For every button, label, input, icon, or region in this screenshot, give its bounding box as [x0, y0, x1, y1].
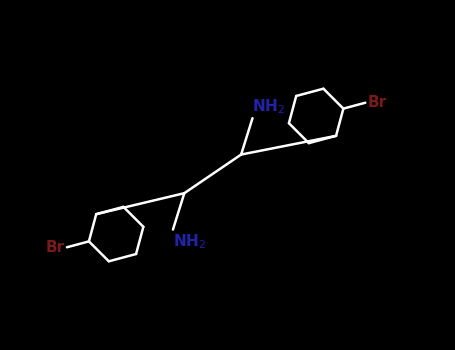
- Text: Br: Br: [368, 95, 387, 110]
- Text: Br: Br: [46, 240, 65, 255]
- Text: NH$_2$: NH$_2$: [173, 232, 206, 251]
- Text: NH$_2$: NH$_2$: [253, 97, 285, 116]
